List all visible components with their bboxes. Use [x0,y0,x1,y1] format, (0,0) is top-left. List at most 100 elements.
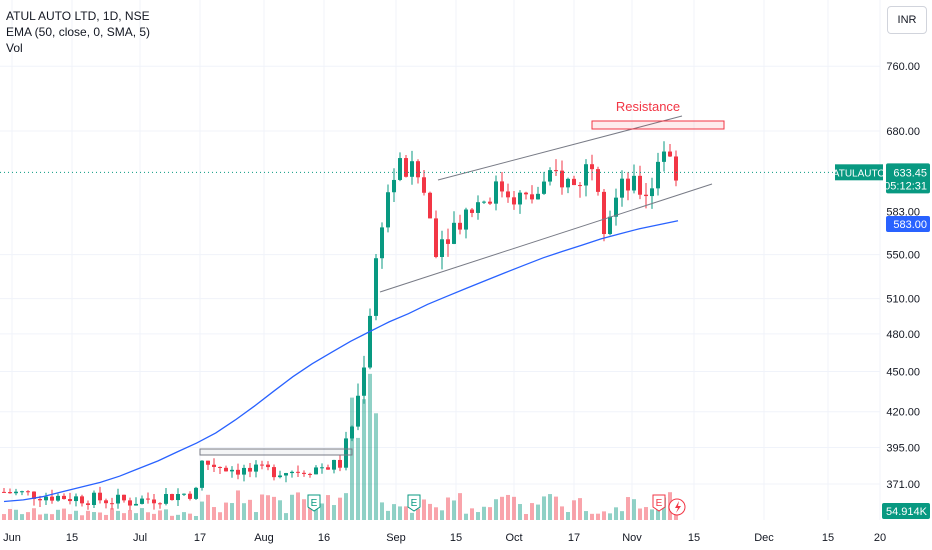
candle-body[interactable] [344,438,348,468]
candle-body[interactable] [620,178,624,198]
candle-body[interactable] [296,471,300,473]
candle-body[interactable] [368,315,372,368]
candle-body[interactable] [290,471,294,474]
candle-body[interactable] [656,161,660,189]
candle-body[interactable] [428,192,432,219]
symbol-title[interactable]: ATUL AUTO LTD, 1D, NSE [6,9,150,23]
candle-body[interactable] [632,175,636,191]
candle-body[interactable] [536,193,540,200]
ema-value-tag[interactable]: 583.00 [886,216,930,232]
candle-body[interactable] [224,467,228,472]
dividend-marker[interactable] [668,498,686,516]
candle-body[interactable] [8,492,12,494]
candle-body[interactable] [542,181,546,194]
consolidation-box[interactable] [199,448,353,456]
candle-body[interactable] [62,495,66,500]
volume-indicator-label[interactable]: Vol [6,41,23,55]
candle-body[interactable] [626,178,630,191]
earnings-event-marker[interactable]: E [307,494,321,512]
candle-body[interactable] [272,467,276,478]
candle-body[interactable] [14,491,18,494]
candle-body[interactable] [122,494,126,501]
candle-body[interactable] [152,499,156,504]
channel-upper-trendline[interactable] [437,115,683,181]
candle-body[interactable] [662,151,666,162]
candle-body[interactable] [380,227,384,259]
candle-body[interactable] [458,222,462,230]
candle-body[interactable] [158,503,162,505]
candle-body[interactable] [260,464,264,466]
candle-body[interactable] [596,169,600,192]
candle-body[interactable] [68,499,72,502]
candle-body[interactable] [584,164,588,186]
candle-body[interactable] [566,178,570,188]
candle-body[interactable] [38,499,42,501]
candle-body[interactable] [284,473,288,476]
candle-body[interactable] [356,395,360,427]
candle-body[interactable] [440,239,444,257]
candle-body[interactable] [74,496,78,502]
candle-body[interactable] [176,493,180,501]
candle-body[interactable] [398,158,402,180]
candle-body[interactable] [404,158,408,177]
candle-body[interactable] [80,496,84,504]
candle-body[interactable] [608,216,612,235]
candle-body[interactable] [494,181,498,204]
candle-body[interactable] [110,503,114,505]
candle-body[interactable] [32,491,36,500]
candle-body[interactable] [164,494,168,504]
candle-body[interactable] [578,185,582,187]
candle-body[interactable] [266,464,270,468]
candle-body[interactable] [194,487,198,499]
ema-line[interactable] [3,220,679,503]
candle-body[interactable] [212,464,216,467]
candle-body[interactable] [26,491,30,493]
candle-body[interactable] [512,197,516,205]
candle-body[interactable] [668,151,672,157]
candle-body[interactable] [308,473,312,475]
candle-body[interactable] [332,459,336,470]
candle-body[interactable] [326,467,330,470]
channel-lower-trendline[interactable] [379,183,713,293]
candle-body[interactable] [146,498,150,500]
candle-body[interactable] [452,222,456,244]
candle-body[interactable] [236,469,240,475]
candle-body[interactable] [464,209,468,230]
candle-body[interactable] [362,367,366,396]
candle-body[interactable] [116,494,120,504]
candle-body[interactable] [386,192,390,228]
candle-body[interactable] [572,178,576,186]
currency-button[interactable]: INR [887,6,927,34]
earnings-event-marker[interactable]: E [652,494,666,512]
candle-body[interactable] [50,496,54,501]
candle-body[interactable] [98,492,102,501]
ema-indicator-label[interactable]: EMA (50, close, 0, SMA, 5) [6,25,151,39]
candle-body[interactable] [182,493,186,495]
candle-body[interactable] [56,495,60,501]
candle-body[interactable] [128,500,132,506]
candle-body[interactable] [2,491,6,493]
candle-body[interactable] [248,467,252,472]
candle-body[interactable] [560,170,564,188]
candle-body[interactable] [338,459,342,468]
candle-body[interactable] [488,201,492,204]
candle-body[interactable] [644,194,648,197]
candle-body[interactable] [254,464,258,472]
candle-body[interactable] [422,177,426,193]
candle-body[interactable] [530,194,534,200]
candle-body[interactable] [590,164,594,170]
candle-body[interactable] [434,218,438,257]
candle-body[interactable] [320,467,324,469]
volume-value-tag[interactable]: 54.914K [882,503,930,519]
candle-body[interactable] [470,209,474,213]
candle-body[interactable] [230,469,234,472]
candle-body[interactable] [374,258,378,316]
candle-body[interactable] [92,492,96,505]
candle-body[interactable] [242,467,246,475]
candle-body[interactable] [44,496,48,501]
candle-body[interactable] [650,188,654,197]
candle-body[interactable] [416,161,420,178]
candle-body[interactable] [218,466,222,468]
